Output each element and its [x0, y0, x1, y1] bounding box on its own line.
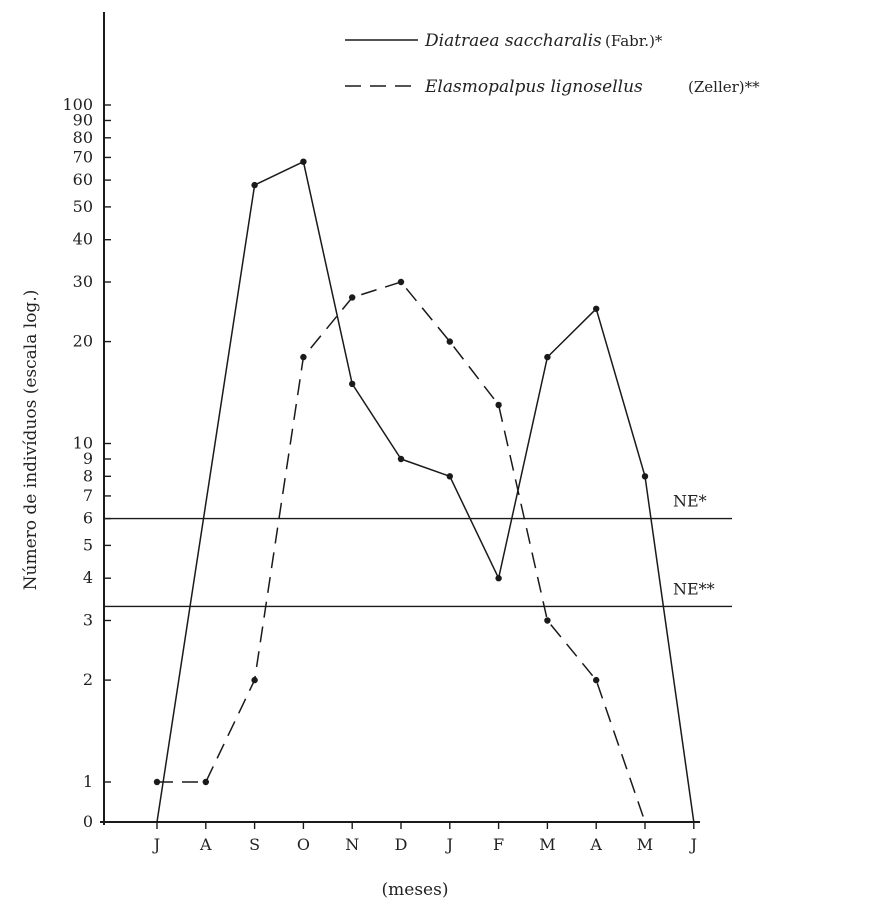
x-tick-label: A	[199, 835, 212, 854]
y-tick-label: 2	[83, 670, 93, 689]
series-lines	[156, 160, 695, 823]
data-point	[544, 353, 551, 361]
data-point	[446, 473, 453, 480]
data-point	[251, 181, 258, 189]
y-tick-label: 1	[83, 772, 93, 791]
data-point	[544, 617, 551, 624]
x-tick-label: S	[249, 835, 260, 854]
legend-author-series-1: (Fabr.)*	[605, 32, 663, 50]
y-tick-label: 0	[83, 812, 93, 831]
x-tick-label: A	[589, 835, 602, 854]
legend: Diatraea saccharalis (Fabr.)* Elasmopalp…	[345, 31, 760, 97]
data-points	[153, 158, 649, 786]
series-line-1	[156, 160, 695, 823]
data-point	[251, 676, 258, 684]
data-point	[397, 455, 405, 463]
y-tick-label: 10	[73, 434, 93, 453]
data-point	[349, 380, 356, 388]
x-tick-label: M	[637, 835, 653, 854]
y-tick-label: 9	[83, 449, 93, 468]
y-tick-label: 80	[73, 128, 93, 147]
threshold-label: NE**	[673, 579, 715, 598]
x-tick-label: F	[493, 835, 504, 854]
y-tick-label: 100	[62, 95, 93, 114]
data-point	[300, 353, 307, 361]
x-tick-label: M	[539, 835, 555, 854]
data-point	[593, 676, 600, 684]
y-tick-label: 4	[83, 568, 93, 587]
x-axis-label: (meses)	[382, 880, 449, 900]
data-point	[593, 305, 600, 312]
threshold-lines: NE* NE**	[104, 492, 732, 608]
y-tick-label: 5	[83, 535, 93, 554]
y-tick-label: 70	[73, 147, 93, 166]
legend-name-series-2: Elasmopalpus lignosellus	[424, 77, 643, 97]
data-point	[349, 294, 356, 301]
y-tick-label: 40	[73, 230, 93, 249]
data-point	[641, 473, 649, 480]
x-tick-label: J	[689, 835, 697, 854]
data-point	[397, 278, 405, 286]
y-axis-label: Número de indivíduos (escala log.)	[21, 290, 41, 591]
x-tick-label: J	[152, 835, 160, 854]
data-point	[495, 401, 502, 409]
data-point	[153, 778, 161, 786]
data-point	[495, 575, 502, 582]
y-tick-label: 30	[73, 272, 93, 291]
legend-name-series-1: Diatraea saccharalis	[424, 31, 602, 51]
data-point	[446, 338, 453, 345]
y-tick-label: 50	[73, 197, 93, 216]
y-tick-label: 8	[83, 466, 93, 485]
threshold-label: NE*	[673, 492, 707, 511]
y-tick-label: 60	[73, 170, 93, 189]
x-tick-label: J	[445, 835, 453, 854]
y-tick-label: 3	[83, 610, 93, 629]
data-point	[300, 158, 307, 165]
legend-author-series-2: (Zeller)**	[688, 78, 760, 96]
series-line-2	[157, 281, 646, 823]
y-tick-label: 90	[73, 110, 93, 129]
x-tick-label: N	[345, 835, 359, 854]
y-tick-label: 6	[83, 509, 93, 528]
data-point	[202, 778, 209, 786]
y-tick-label: 7	[83, 486, 93, 505]
x-tick-label: D	[395, 835, 408, 854]
x-tick-label: O	[297, 835, 310, 854]
y-tick-label: 20	[73, 332, 93, 351]
